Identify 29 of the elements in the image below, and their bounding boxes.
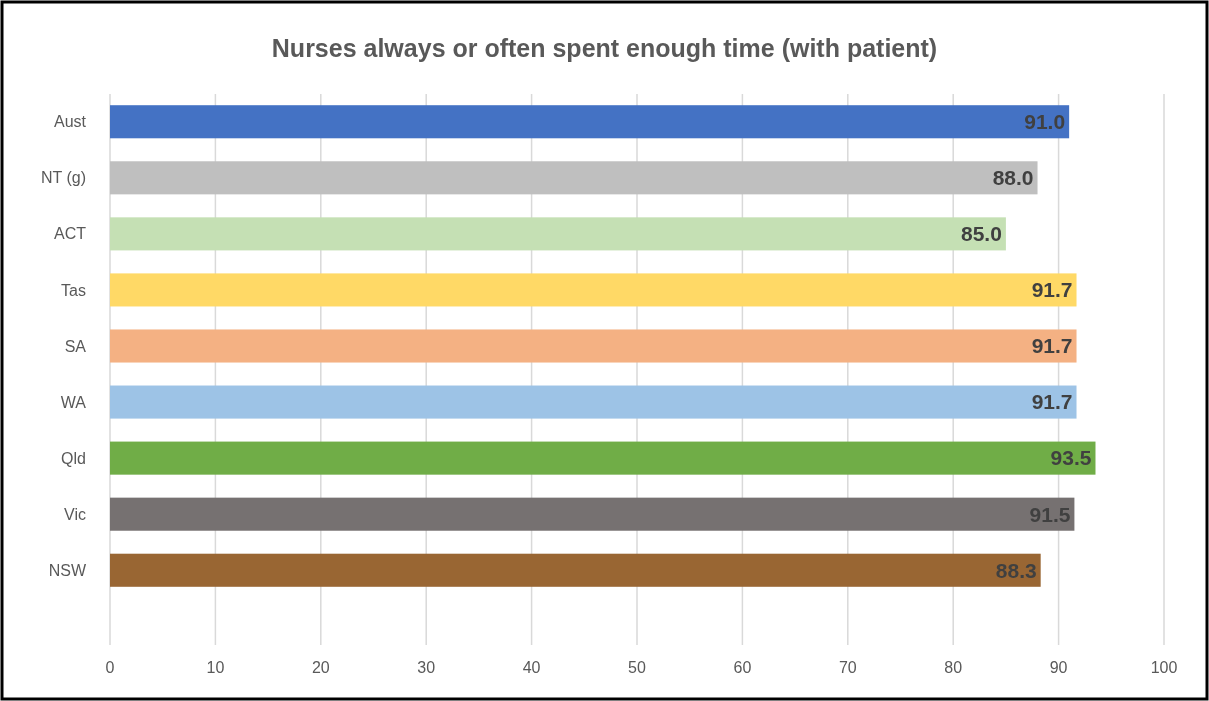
y-tick-label: NT (g) [40, 169, 86, 187]
y-tick-label: WA [60, 393, 87, 411]
data-label: 85.0 [961, 222, 1002, 246]
y-tick-label: Tas [61, 281, 86, 299]
x-tick-label: 90 [1049, 659, 1068, 676]
data-label: 91.0 [1024, 110, 1066, 134]
data-label: 88.3 [995, 558, 1037, 582]
chart-title: Nurses always or often spent enough time (with patient) [271, 34, 938, 62]
x-tick-label: 60 [733, 659, 752, 676]
y-tick-label: NSW [48, 561, 87, 579]
data-label: 93.5 [1050, 446, 1092, 470]
y-tick-label: Qld [61, 449, 86, 467]
x-tick-label: 50 [628, 659, 646, 676]
y-tick-label: ACT [54, 225, 87, 243]
data-label: 88.0 [992, 166, 1034, 190]
x-tick-label: 10 [206, 659, 225, 676]
data-label: 91.7 [1031, 390, 1073, 414]
y-tick-label: Vic [64, 505, 86, 523]
x-tick-label: 30 [417, 659, 436, 676]
data-label: 91.7 [1031, 278, 1073, 302]
y-tick-label: SA [64, 337, 87, 355]
x-tick-label: 100 [1150, 659, 1178, 676]
x-tick-label: 0 [105, 659, 115, 676]
data-label: 91.7 [1031, 334, 1073, 358]
x-tick-label: 80 [944, 659, 963, 676]
x-tick-label: 20 [311, 659, 330, 676]
y-tick-label: Aust [53, 113, 87, 131]
x-tick-label: 70 [838, 659, 857, 676]
x-tick-label: 40 [522, 659, 541, 676]
